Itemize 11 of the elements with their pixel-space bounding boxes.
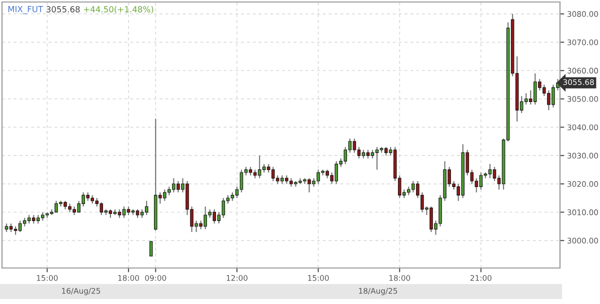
candlestick [122, 206, 126, 218]
candlestick [488, 163, 492, 179]
candlestick [149, 240, 153, 257]
annotation: 3055.68 [46, 6, 80, 12]
candlestick [492, 166, 496, 182]
candlestick [375, 146, 379, 170]
candlestick [240, 169, 244, 193]
chart-title: MIX_FUT [8, 6, 44, 14]
candlestick [258, 154, 262, 179]
annotation: +44.50(+1.48%) [84, 6, 154, 14]
candlestick [144, 200, 148, 216]
